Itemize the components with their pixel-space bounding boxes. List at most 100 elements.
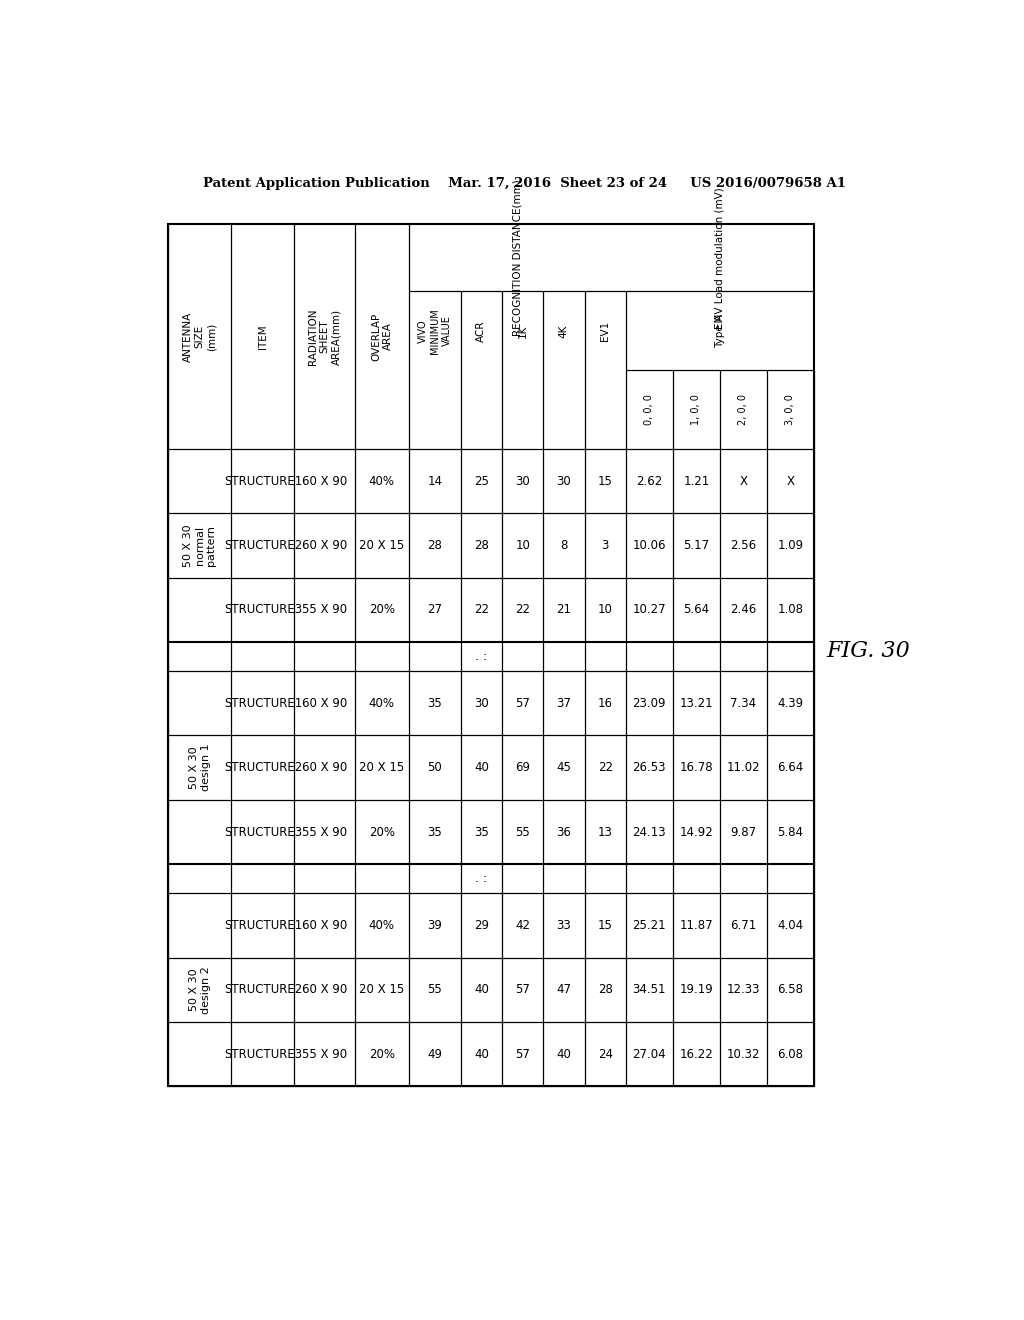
Text: 6.64: 6.64 <box>777 762 804 774</box>
Text: 24.13: 24.13 <box>633 825 667 838</box>
Text: VIVO
MINIMUM
VALUE: VIVO MINIMUM VALUE <box>418 308 452 354</box>
Text: 4.04: 4.04 <box>777 919 804 932</box>
Text: 20%: 20% <box>369 825 395 838</box>
Text: Patent Application Publication    Mar. 17, 2016  Sheet 23 of 24     US 2016/0079: Patent Application Publication Mar. 17, … <box>204 177 846 190</box>
Text: 34.51: 34.51 <box>633 983 666 997</box>
Text: 35: 35 <box>474 825 488 838</box>
Text: 60 X 90: 60 X 90 <box>302 762 347 774</box>
Text: 20 X 15: 20 X 15 <box>359 983 404 997</box>
Text: 55 X 90: 55 X 90 <box>302 1048 347 1060</box>
Text: 5.17: 5.17 <box>683 539 710 552</box>
Text: 25: 25 <box>474 475 488 488</box>
Text: 16.78: 16.78 <box>680 762 713 774</box>
Text: 21: 21 <box>556 603 571 616</box>
Text: 47: 47 <box>556 983 571 997</box>
Text: 40%: 40% <box>369 919 395 932</box>
Text: STRUCTURE1: STRUCTURE1 <box>224 475 302 488</box>
Text: STRUCTURE1: STRUCTURE1 <box>224 919 302 932</box>
Text: 14.92: 14.92 <box>680 825 714 838</box>
Text: 11.87: 11.87 <box>680 919 713 932</box>
Text: 57: 57 <box>515 983 530 997</box>
Text: 6.58: 6.58 <box>777 983 804 997</box>
Text: 55 X 90: 55 X 90 <box>302 825 347 838</box>
Text: 19.19: 19.19 <box>680 983 714 997</box>
Text: ITEM: ITEM <box>258 325 268 348</box>
Text: 20%: 20% <box>369 1048 395 1060</box>
Text: 28: 28 <box>427 539 442 552</box>
Text: 49: 49 <box>427 1048 442 1060</box>
Text: 27: 27 <box>427 603 442 616</box>
Text: 6.71: 6.71 <box>730 919 757 932</box>
Text: 5.64: 5.64 <box>683 603 710 616</box>
Text: 2.46: 2.46 <box>730 603 757 616</box>
Text: 50 X 30
design 1: 50 X 30 design 1 <box>189 744 211 792</box>
Text: 60 X 90: 60 X 90 <box>302 983 347 997</box>
Text: 7.34: 7.34 <box>730 697 757 710</box>
Text: 40%: 40% <box>369 697 395 710</box>
Text: X: X <box>786 475 795 488</box>
Text: 40%: 40% <box>369 475 395 488</box>
Text: 26.53: 26.53 <box>633 762 666 774</box>
Text: 50: 50 <box>428 762 442 774</box>
Text: 16.22: 16.22 <box>680 1048 714 1060</box>
Text: 30: 30 <box>515 475 530 488</box>
Text: 1.08: 1.08 <box>777 603 804 616</box>
Text: . :: . : <box>475 873 487 886</box>
Text: 2.62: 2.62 <box>636 475 663 488</box>
Text: 33: 33 <box>556 919 571 932</box>
Text: 10: 10 <box>598 603 612 616</box>
Text: 4K: 4K <box>559 325 569 338</box>
Text: 42: 42 <box>515 919 530 932</box>
Text: 29: 29 <box>474 919 488 932</box>
Text: 30: 30 <box>474 697 488 710</box>
Text: 10.06: 10.06 <box>633 539 666 552</box>
Text: STRUCTURE2: STRUCTURE2 <box>224 762 302 774</box>
Text: 55 X 90: 55 X 90 <box>302 603 347 616</box>
Text: 11.02: 11.02 <box>727 762 760 774</box>
Text: 22: 22 <box>515 603 530 616</box>
Text: ANTENNA
SIZE
(mm): ANTENNA SIZE (mm) <box>183 312 216 362</box>
Text: 28: 28 <box>598 983 612 997</box>
Text: 1.09: 1.09 <box>777 539 804 552</box>
Text: 35: 35 <box>428 825 442 838</box>
Text: 37: 37 <box>556 697 571 710</box>
Text: 15: 15 <box>598 919 612 932</box>
Text: 23.09: 23.09 <box>633 697 666 710</box>
Text: 55: 55 <box>515 825 530 838</box>
Text: 15: 15 <box>598 475 612 488</box>
Text: 40: 40 <box>474 983 488 997</box>
Text: 57: 57 <box>515 1048 530 1060</box>
Text: STRUCTURE1: STRUCTURE1 <box>224 697 302 710</box>
Text: 13: 13 <box>598 825 612 838</box>
Text: ACR: ACR <box>476 319 486 342</box>
Text: 36: 36 <box>556 825 571 838</box>
Text: 6.08: 6.08 <box>777 1048 804 1060</box>
Text: 60 X 90: 60 X 90 <box>302 919 347 932</box>
Text: . :: . : <box>475 651 487 663</box>
Text: 55: 55 <box>428 983 442 997</box>
Text: 40: 40 <box>556 1048 571 1060</box>
Text: 10: 10 <box>515 539 530 552</box>
Text: 57: 57 <box>515 697 530 710</box>
Text: 8: 8 <box>560 539 567 552</box>
Text: 69: 69 <box>515 762 530 774</box>
Text: 50 X 30
design 2: 50 X 30 design 2 <box>189 966 211 1014</box>
Text: 9.87: 9.87 <box>730 825 757 838</box>
Text: STRUCTURE3: STRUCTURE3 <box>224 603 302 616</box>
Text: STRUCTURE3: STRUCTURE3 <box>224 1048 302 1060</box>
Text: 22: 22 <box>474 603 488 616</box>
Text: 3: 3 <box>601 539 609 552</box>
Text: FIG. 30: FIG. 30 <box>826 640 910 663</box>
Text: 1.21: 1.21 <box>683 475 710 488</box>
Text: 2.56: 2.56 <box>730 539 757 552</box>
Text: 13.21: 13.21 <box>680 697 713 710</box>
Text: 14: 14 <box>427 475 442 488</box>
Text: 40: 40 <box>474 762 488 774</box>
Text: 39: 39 <box>427 919 442 932</box>
Text: 16: 16 <box>598 697 612 710</box>
Text: 50 X 30
normal
pattern: 50 X 30 normal pattern <box>183 524 216 568</box>
Text: 20 X 15: 20 X 15 <box>359 762 404 774</box>
Text: 0, 0, 0: 0, 0, 0 <box>644 395 654 425</box>
Text: 1K: 1K <box>517 325 527 338</box>
Text: 4.39: 4.39 <box>777 697 804 710</box>
